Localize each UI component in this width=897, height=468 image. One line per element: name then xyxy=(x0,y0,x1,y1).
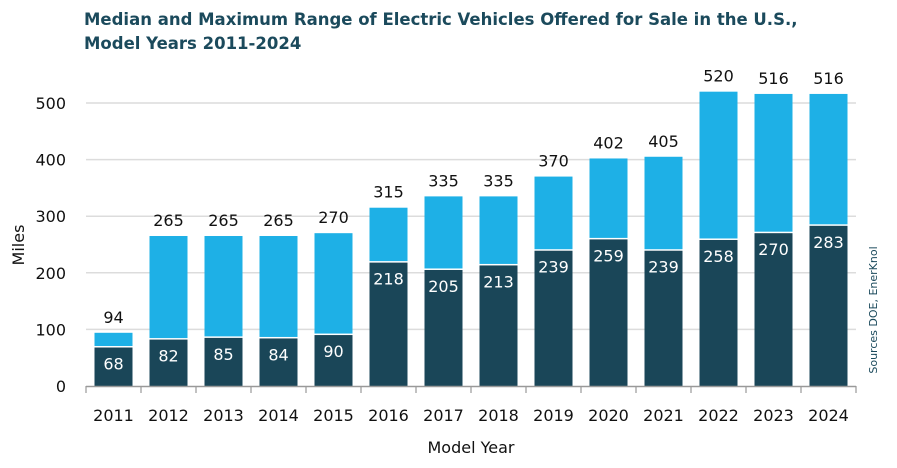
data-label-maximum: 370 xyxy=(538,152,569,171)
source-note: Sources DOE, EnerKnol xyxy=(867,246,880,373)
bar-median xyxy=(259,338,298,386)
data-label-maximum: 405 xyxy=(648,132,679,151)
x-tick-label: 2020 xyxy=(588,406,629,425)
data-label-maximum: 516 xyxy=(813,69,844,88)
bar-median xyxy=(369,262,408,386)
title-line-2: Model Years 2011-2024 xyxy=(84,34,302,53)
data-label-median: 258 xyxy=(703,247,734,266)
y-tick-label: 300 xyxy=(35,207,66,226)
x-tick-label: 2023 xyxy=(753,406,794,425)
y-tick-label: 100 xyxy=(35,320,66,339)
data-label-maximum: 265 xyxy=(153,211,184,230)
x-tick-label: 2022 xyxy=(698,406,739,425)
x-tick-label: 2017 xyxy=(423,406,464,425)
data-label-median: 90 xyxy=(323,342,343,361)
data-label-median: 259 xyxy=(593,246,624,265)
x-tick-label: 2016 xyxy=(368,406,409,425)
data-label-median: 213 xyxy=(483,272,514,291)
bar-median xyxy=(809,225,848,386)
data-label-median: 283 xyxy=(813,233,844,252)
title-line-1: Median and Maximum Range of Electric Veh… xyxy=(84,10,798,29)
data-label-median: 270 xyxy=(758,240,789,259)
x-tick-label: 2024 xyxy=(808,406,849,425)
x-tick-label: 2013 xyxy=(203,406,244,425)
bar-median xyxy=(149,339,188,386)
x-tick-label: 2015 xyxy=(313,406,354,425)
bar-median xyxy=(699,239,738,386)
y-axis-label: Miles xyxy=(9,225,28,266)
x-tick-label: 2014 xyxy=(258,406,299,425)
bar-median xyxy=(314,335,353,386)
bar-median xyxy=(424,269,463,386)
bar-median xyxy=(204,337,243,386)
data-label-median: 239 xyxy=(648,258,679,277)
y-tick-label: 200 xyxy=(35,264,66,283)
data-label-maximum: 94 xyxy=(103,308,123,327)
data-label-maximum: 265 xyxy=(208,211,239,230)
chart-title: Median and Maximum Range of Electric Veh… xyxy=(84,8,798,56)
data-label-median: 84 xyxy=(268,345,288,364)
data-label-maximum: 335 xyxy=(483,171,514,190)
data-label-median: 82 xyxy=(158,347,178,366)
data-label-maximum: 315 xyxy=(373,183,404,202)
data-label-maximum: 335 xyxy=(428,171,459,190)
data-label-median: 85 xyxy=(213,345,233,364)
bar-median xyxy=(589,239,628,386)
y-tick-label: 0 xyxy=(56,377,66,396)
data-label-median: 218 xyxy=(373,270,404,289)
x-tick-label: 2021 xyxy=(643,406,684,425)
y-tick-label: 400 xyxy=(35,151,66,170)
x-axis-label: Model Year xyxy=(428,438,515,457)
bar-median xyxy=(644,250,683,386)
data-label-median: 239 xyxy=(538,258,569,277)
bar-median xyxy=(94,347,133,386)
bar-median xyxy=(479,265,518,386)
x-tick-label: 2011 xyxy=(93,406,134,425)
bar-median xyxy=(534,250,573,386)
data-label-maximum: 516 xyxy=(758,69,789,88)
y-tick-label: 500 xyxy=(35,94,66,113)
data-label-median: 68 xyxy=(103,355,123,374)
data-label-maximum: 265 xyxy=(263,211,294,230)
data-label-maximum: 402 xyxy=(593,133,624,152)
x-tick-label: 2018 xyxy=(478,406,519,425)
x-tick-label: 2012 xyxy=(148,406,189,425)
data-label-median: 205 xyxy=(428,277,459,296)
x-tick-label: 2019 xyxy=(533,406,574,425)
data-label-maximum: 520 xyxy=(703,67,734,86)
bar-median xyxy=(754,233,793,386)
data-label-maximum: 270 xyxy=(318,208,349,227)
